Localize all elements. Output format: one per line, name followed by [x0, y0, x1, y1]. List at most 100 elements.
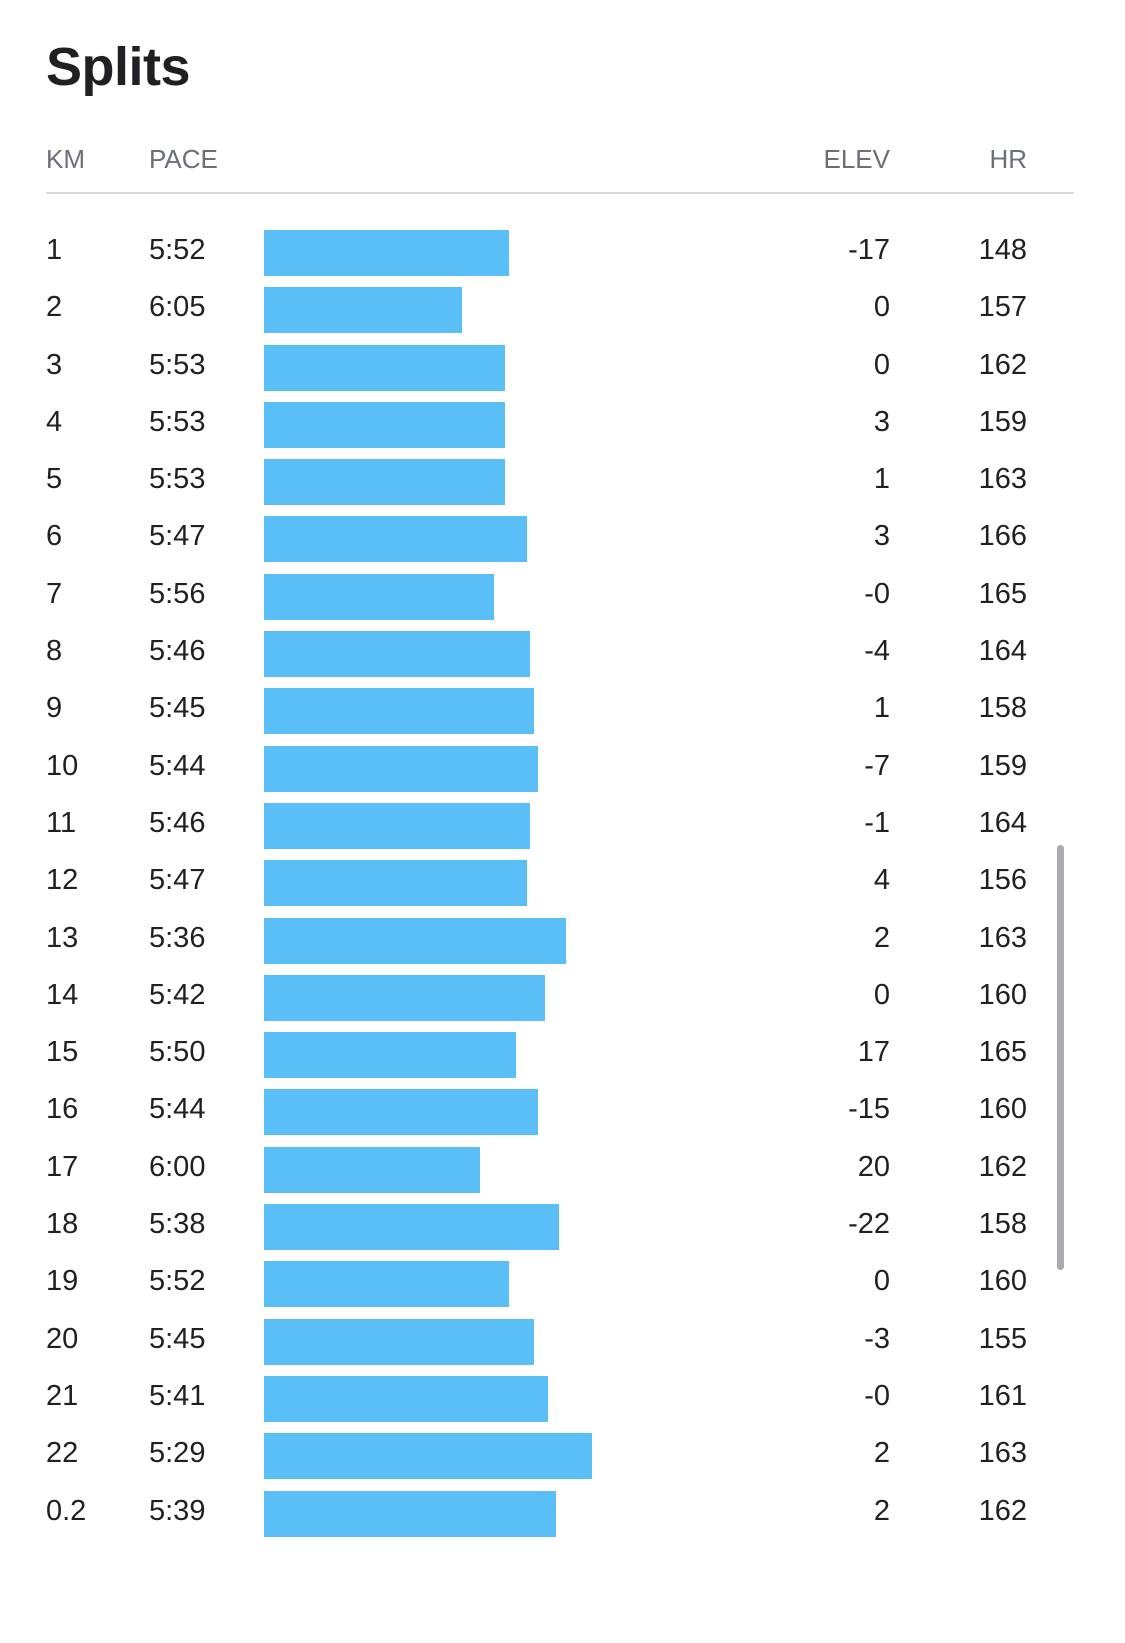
splits-table-header: KM PACE ELEV HR — [0, 136, 1125, 186]
split-pace: 6:00 — [149, 1150, 206, 1183]
header-hr: HR — [989, 144, 1027, 174]
split-pace: 5:36 — [149, 921, 206, 954]
split-elev: -15 — [848, 1093, 890, 1126]
split-km: 11 — [46, 806, 77, 839]
split-row: 5 5:53 1 163 — [0, 453, 1125, 510]
split-row: 18 5:38 -22 158 — [0, 1198, 1125, 1255]
pace-bar — [264, 1375, 549, 1422]
split-row: 3 5:53 0 162 — [0, 339, 1125, 396]
split-km: 20 — [46, 1322, 79, 1355]
split-pace: 5:38 — [149, 1208, 206, 1241]
split-elev: 2 — [873, 921, 890, 954]
split-pace: 5:44 — [149, 1093, 206, 1126]
split-row: 16 5:44 -15 160 — [0, 1083, 1125, 1140]
pace-bar — [264, 344, 506, 391]
split-row: 15 5:50 17 165 — [0, 1026, 1125, 1083]
split-row: 6 5:47 3 166 — [0, 510, 1125, 567]
split-hr: 162 — [978, 1494, 1027, 1527]
split-km: 8 — [46, 635, 63, 668]
split-hr: 155 — [978, 1322, 1027, 1355]
pace-bar — [264, 860, 527, 907]
pace-bar — [264, 1433, 592, 1480]
split-row: 4 5:53 3 159 — [0, 396, 1125, 453]
pace-bar — [264, 1490, 556, 1537]
split-row: 12 5:47 4 156 — [0, 854, 1125, 911]
split-km: 4 — [46, 405, 63, 438]
split-row: 17 6:00 20 162 — [0, 1141, 1125, 1198]
split-hr: 163 — [978, 1437, 1027, 1470]
split-row: 7 5:56 -0 165 — [0, 568, 1125, 625]
pace-bar — [264, 1146, 480, 1193]
split-hr: 161 — [978, 1379, 1027, 1412]
split-km: 18 — [46, 1208, 79, 1241]
split-km: 12 — [46, 864, 79, 897]
pace-bar — [264, 1089, 538, 1136]
split-row: 11 5:46 -1 164 — [0, 797, 1125, 854]
split-hr: 160 — [978, 978, 1027, 1011]
split-km: 9 — [46, 692, 63, 725]
header-divider — [46, 192, 1074, 194]
split-hr: 164 — [978, 635, 1027, 668]
pace-bar — [264, 401, 506, 448]
split-km: 6 — [46, 520, 63, 553]
pace-bar — [264, 1032, 516, 1079]
split-pace: 5:42 — [149, 978, 206, 1011]
split-row: 20 5:45 -3 155 — [0, 1313, 1125, 1370]
split-km: 22 — [46, 1437, 79, 1470]
split-elev: 3 — [873, 520, 890, 553]
split-elev: 17 — [857, 1036, 890, 1069]
split-elev: 1 — [873, 692, 890, 725]
split-pace: 5:47 — [149, 864, 206, 897]
split-hr: 160 — [978, 1265, 1027, 1298]
split-pace: 5:29 — [149, 1437, 206, 1470]
split-row: 21 5:41 -0 161 — [0, 1370, 1125, 1427]
pace-bar — [264, 287, 462, 334]
split-row: 13 5:36 2 163 — [0, 912, 1125, 969]
splits-list[interactable]: 1 5:52 -17 148 2 6:05 0 157 3 5:53 0 162 4 5:53 3 159 5 5… — [0, 224, 1125, 1542]
pace-bar — [264, 230, 509, 276]
pace-bar — [264, 745, 538, 792]
split-row: 14 5:42 0 160 — [0, 969, 1125, 1026]
split-elev: -7 — [864, 749, 890, 782]
split-hr: 165 — [978, 1036, 1027, 1069]
split-hr: 160 — [978, 1093, 1027, 1126]
split-row: 19 5:52 0 160 — [0, 1255, 1125, 1312]
split-pace: 6:05 — [149, 291, 206, 324]
split-elev: 0 — [873, 291, 890, 324]
split-pace: 5:41 — [149, 1379, 206, 1412]
split-pace: 5:47 — [149, 520, 206, 553]
split-hr: 159 — [978, 405, 1027, 438]
split-hr: 165 — [978, 577, 1027, 610]
split-km: 3 — [46, 348, 63, 381]
split-pace: 5:56 — [149, 577, 206, 610]
pace-bar — [264, 802, 531, 849]
split-row: 9 5:45 1 158 — [0, 682, 1125, 739]
split-pace: 5:44 — [149, 749, 206, 782]
split-pace: 5:53 — [149, 348, 206, 381]
pace-bar — [264, 1261, 509, 1308]
split-km: 2 — [46, 291, 63, 324]
pace-bar — [264, 688, 534, 735]
split-km: 16 — [46, 1093, 79, 1126]
split-pace: 5:50 — [149, 1036, 206, 1069]
split-elev: 1 — [873, 463, 890, 496]
split-row: 10 5:44 -7 159 — [0, 740, 1125, 797]
split-elev: -1 — [864, 806, 890, 839]
split-hr: 159 — [978, 749, 1027, 782]
pace-bar — [264, 1204, 560, 1251]
split-hr: 164 — [978, 806, 1027, 839]
split-pace: 5:45 — [149, 692, 206, 725]
vertical-scrollbar[interactable] — [1057, 845, 1064, 1270]
split-km: 0.2 — [46, 1494, 87, 1527]
split-km: 15 — [46, 1036, 79, 1069]
split-elev: -17 — [848, 234, 890, 266]
split-pace: 5:52 — [149, 234, 206, 266]
split-elev: 0 — [873, 1265, 890, 1298]
split-km: 13 — [46, 921, 79, 954]
page-title: Splits — [46, 37, 191, 97]
split-pace: 5:39 — [149, 1494, 206, 1527]
split-hr: 157 — [978, 291, 1027, 324]
split-pace: 5:53 — [149, 405, 206, 438]
split-km: 19 — [46, 1265, 79, 1298]
pace-bar — [264, 974, 545, 1021]
